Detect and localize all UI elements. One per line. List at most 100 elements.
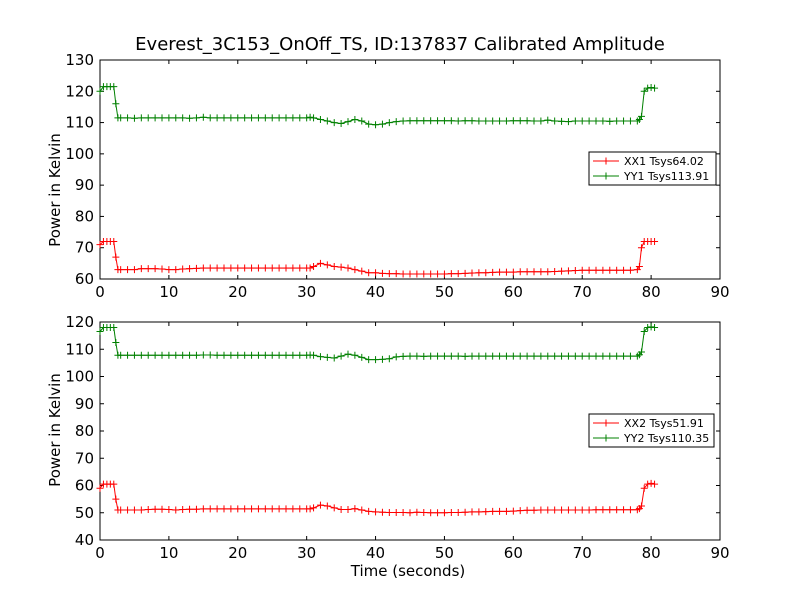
data-point-marker: [358, 353, 366, 361]
data-point-marker: [179, 114, 187, 122]
data-point-marker: [241, 264, 249, 272]
data-point-marker: [110, 237, 118, 245]
data-point-marker: [620, 352, 628, 360]
data-point-marker: [551, 506, 559, 514]
data-point-marker: [399, 508, 407, 516]
data-point-marker: [206, 264, 214, 272]
data-point-marker: [468, 508, 476, 516]
data-point-marker: [248, 114, 256, 122]
data-point-marker: [289, 114, 297, 122]
data-point-marker: [306, 113, 314, 121]
data-point-marker: [482, 352, 490, 360]
data-point-marker: [199, 351, 207, 359]
data-point-marker: [644, 84, 652, 92]
data-point-marker: [544, 506, 552, 514]
data-point-marker: [585, 506, 593, 514]
x-tick-label: 20: [228, 283, 247, 301]
data-point-marker: [144, 351, 152, 359]
x-tick-label: 40: [366, 544, 385, 562]
data-point-marker: [640, 484, 648, 492]
data-point-marker: [640, 328, 648, 336]
data-point-marker: [626, 266, 634, 274]
data-point-marker: [241, 505, 249, 513]
data-point-marker: [144, 114, 152, 122]
data-point-marker: [599, 266, 607, 274]
y-tick-label: 90: [75, 395, 94, 413]
series-line-xx: [99, 482, 655, 514]
data-point-marker: [606, 117, 614, 125]
data-point-marker: [248, 351, 256, 359]
data-point-marker: [392, 508, 400, 516]
chart-title: Everest_3C153_OnOff_TS, ID:137837 Calibr…: [135, 34, 665, 55]
data-point-marker: [489, 117, 497, 125]
data-point-marker: [537, 506, 545, 514]
data-point-marker: [227, 114, 235, 122]
data-point-marker: [461, 352, 469, 360]
data-point-marker: [351, 505, 359, 513]
x-tick-label: 90: [710, 544, 729, 562]
data-point-marker: [110, 480, 118, 488]
data-point-marker: [220, 264, 228, 272]
data-point-marker: [378, 269, 386, 277]
data-point-marker: [234, 505, 242, 513]
data-point-marker: [651, 84, 659, 92]
x-tick-label: 60: [504, 544, 523, 562]
data-point-marker: [130, 351, 138, 359]
data-point-marker: [158, 114, 166, 122]
data-point-marker: [651, 323, 659, 331]
data-point-marker: [475, 352, 483, 360]
data-point-marker: [530, 268, 538, 276]
data-point-marker: [172, 114, 180, 122]
data-point-marker: [537, 268, 545, 276]
data-point-marker: [564, 506, 572, 514]
data-point-marker: [234, 114, 242, 122]
data-point-marker: [592, 352, 600, 360]
x-tick-label: 80: [642, 544, 661, 562]
data-point-marker: [406, 352, 414, 360]
data-point-marker: [578, 506, 586, 514]
data-point-marker: [351, 266, 359, 274]
data-point-marker: [392, 353, 400, 361]
y-tick-label: 40: [75, 531, 94, 549]
data-point-marker: [227, 264, 235, 272]
x-tick-label: 20: [228, 544, 247, 562]
data-point-marker: [130, 114, 138, 122]
data-point-marker: [254, 264, 262, 272]
data-point-marker: [427, 509, 435, 517]
x-tick-label: 0: [95, 283, 105, 301]
data-point-marker: [192, 264, 200, 272]
data-point-marker: [606, 506, 614, 514]
data-point-marker: [434, 509, 442, 517]
data-point-marker: [399, 352, 407, 360]
data-point-marker: [440, 117, 448, 125]
data-point-marker: [571, 267, 579, 275]
data-point-marker: [372, 269, 380, 277]
data-point-marker: [644, 480, 652, 488]
data-point-marker: [110, 323, 118, 331]
data-point-marker: [151, 265, 159, 273]
y-tick-label: 100: [65, 368, 94, 386]
data-point-marker: [254, 505, 262, 513]
data-point-marker: [440, 352, 448, 360]
data-point-marker: [206, 114, 214, 122]
legend-label: XX2 Tsys51.91: [624, 417, 704, 430]
data-point-marker: [496, 352, 504, 360]
data-point-marker: [337, 263, 345, 271]
x-tick-label: 50: [435, 544, 454, 562]
data-point-marker: [482, 269, 490, 277]
data-point-marker: [112, 338, 120, 346]
data-point-marker: [282, 264, 290, 272]
data-point-marker: [323, 353, 331, 361]
data-point-marker: [613, 117, 621, 125]
data-point-marker: [124, 506, 132, 514]
data-point-marker: [275, 351, 283, 359]
data-point-marker: [434, 117, 442, 125]
data-point-marker: [413, 270, 421, 278]
data-point-marker: [358, 267, 366, 275]
data-point-marker: [551, 117, 559, 125]
data-point-marker: [206, 505, 214, 513]
data-point-marker: [420, 508, 428, 516]
bottom-plot-panel: 0 10 20 30 40 50 60 70 80 90 40 50 60 70 80 90 100 110 120…: [65, 313, 729, 562]
legend-box: [588, 413, 715, 448]
